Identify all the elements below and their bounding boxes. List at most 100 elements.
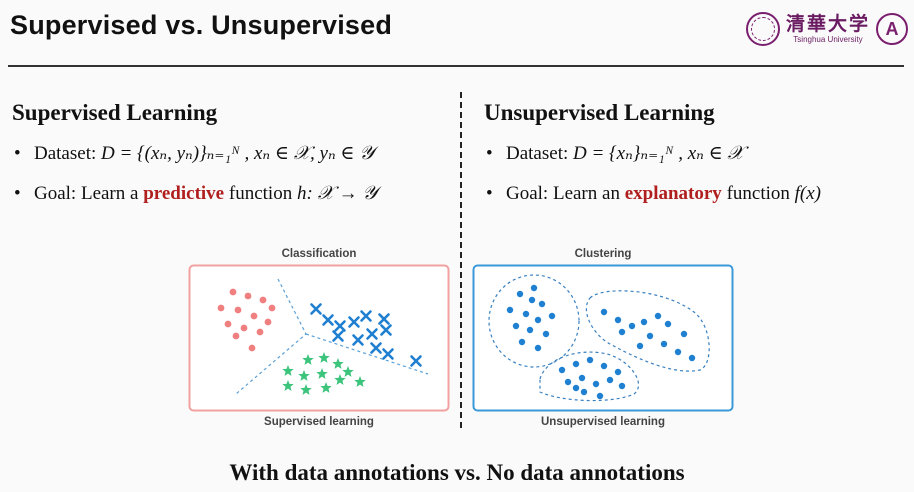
unsupervised-column: Unsupervised Learning Dataset: D = {xₙ}ₙ… bbox=[484, 100, 821, 218]
class-a-dot bbox=[217, 304, 225, 312]
goal-suffix: function bbox=[721, 183, 795, 204]
cluster-point bbox=[596, 392, 604, 400]
class-b-cross bbox=[352, 334, 364, 346]
class-a-dot bbox=[256, 328, 264, 336]
cluster-point bbox=[526, 326, 534, 334]
class-c-star bbox=[354, 376, 366, 387]
unsupervised-bullets: Dataset: D = {xₙ}ₙ₌₁ᴺ , xₙ ∈ 𝒳 Goal: Lea… bbox=[484, 138, 821, 218]
class-c-star bbox=[332, 358, 344, 369]
university-seal-icon bbox=[745, 12, 780, 46]
cluster-point bbox=[660, 340, 668, 348]
cluster-point bbox=[578, 374, 586, 382]
cluster-point bbox=[580, 388, 588, 396]
class-b-crosses bbox=[310, 303, 422, 367]
class-c-star bbox=[342, 366, 354, 377]
dataset-label: Dataset: bbox=[506, 143, 574, 164]
title-rule bbox=[8, 65, 904, 67]
supervised-column: Supervised Learning Dataset: D = {(xₙ, y… bbox=[12, 100, 377, 218]
cluster-point bbox=[606, 376, 614, 384]
class-b-cross bbox=[334, 320, 346, 332]
class-b-cross bbox=[360, 310, 372, 322]
cluster-point bbox=[628, 322, 636, 330]
class-b-cross bbox=[410, 355, 422, 367]
class-b-cross bbox=[382, 348, 394, 360]
class-c-star bbox=[282, 380, 294, 391]
class-a-dot bbox=[240, 324, 248, 332]
class-a-dots bbox=[217, 288, 276, 352]
dataset-label: Dataset: bbox=[34, 143, 102, 164]
unsupervised-heading: Unsupervised Learning bbox=[484, 100, 715, 125]
cluster-boundary-2 bbox=[585, 290, 710, 372]
cluster-point bbox=[564, 378, 572, 386]
unsupervised-dataset-bullet: Dataset: D = {xₙ}ₙ₌₁ᴺ , xₙ ∈ 𝒳 bbox=[484, 138, 821, 178]
class-a-dot bbox=[250, 312, 258, 320]
university-name-en: Tsinghua University bbox=[793, 35, 863, 44]
university-wordmark: 清華大学 Tsinghua University bbox=[786, 13, 870, 45]
class-a-dot bbox=[244, 292, 252, 300]
cluster-point bbox=[592, 380, 600, 388]
cluster-point bbox=[528, 296, 536, 304]
clustering-title: Clustering bbox=[574, 248, 632, 260]
class-a-dot bbox=[259, 296, 267, 304]
classification-caption: Supervised learning bbox=[264, 416, 374, 428]
logo-group: 清華大学 Tsinghua University A bbox=[745, 12, 908, 46]
goal-formula: h: 𝒳 → 𝒴 bbox=[296, 183, 378, 204]
dataset-formula: D = {xₙ}ₙ₌₁ᴺ , xₙ ∈ 𝒳 bbox=[573, 143, 744, 164]
cluster-point bbox=[688, 354, 696, 362]
class-c-star bbox=[318, 352, 330, 363]
cluster-points bbox=[506, 284, 696, 400]
cluster-boundary-1 bbox=[488, 274, 580, 368]
cluster-point bbox=[654, 312, 662, 320]
cluster-point bbox=[548, 312, 556, 320]
cluster-point bbox=[600, 308, 608, 316]
cluster-point bbox=[614, 316, 622, 324]
class-b-cross bbox=[378, 313, 390, 325]
clustering-caption: Unsupervised learning bbox=[541, 416, 665, 428]
class-b-cross bbox=[366, 328, 378, 340]
cluster-point bbox=[664, 320, 672, 328]
class-a-dot bbox=[248, 344, 256, 352]
cluster-point bbox=[542, 330, 550, 338]
cluster-point bbox=[558, 366, 566, 374]
class-a-dot bbox=[268, 304, 276, 312]
classification-figure bbox=[188, 264, 450, 412]
goal-prefix: Goal: Learn a bbox=[34, 183, 144, 204]
goal-suffix: function bbox=[224, 183, 297, 204]
class-b-cross bbox=[322, 314, 334, 326]
cluster-point bbox=[618, 382, 626, 390]
class-a-dot bbox=[232, 332, 240, 340]
class-b-cross bbox=[380, 324, 392, 336]
unsupervised-goal-bullet: Goal: Learn an explanatory function f(x) bbox=[484, 178, 821, 218]
cluster-point bbox=[572, 360, 580, 368]
goal-formula: f(x) bbox=[794, 183, 822, 204]
class-c-star bbox=[282, 365, 294, 376]
dataset-formula: D = {(xₙ, yₙ)}ₙ₌₁ᴺ , xₙ ∈ 𝒳, yₙ ∈ 𝒴 bbox=[101, 143, 375, 164]
cluster-point bbox=[586, 356, 594, 364]
class-c-star bbox=[316, 368, 328, 379]
class-a-dot bbox=[224, 320, 232, 328]
cluster-point bbox=[640, 318, 648, 326]
cluster-point bbox=[512, 322, 520, 330]
goal-highlight: predictive bbox=[143, 183, 225, 204]
clustering-figure bbox=[472, 264, 734, 412]
class-b-cross bbox=[370, 342, 382, 354]
class-c-star bbox=[334, 374, 346, 385]
university-name-cn: 清華大学 bbox=[785, 13, 870, 35]
class-a-dot bbox=[234, 306, 242, 314]
cluster-point bbox=[636, 342, 644, 350]
cluster-boundary-3 bbox=[539, 351, 640, 402]
cluster-point bbox=[530, 284, 538, 292]
supervised-dataset-bullet: Dataset: D = {(xₙ, yₙ)}ₙ₌₁ᴺ , xₙ ∈ 𝒳, yₙ… bbox=[12, 138, 377, 178]
clustering-frame bbox=[472, 264, 734, 412]
cluster-point bbox=[538, 300, 546, 308]
slide-title: Supervised vs. Unsupervised bbox=[10, 10, 393, 40]
class-c-star bbox=[320, 382, 332, 393]
cluster-point bbox=[516, 290, 524, 298]
cluster-point bbox=[618, 328, 626, 336]
cluster-point bbox=[680, 330, 688, 338]
cluster-point bbox=[674, 348, 682, 356]
cluster-point bbox=[518, 338, 526, 346]
cluster-point bbox=[646, 332, 654, 340]
cluster-point bbox=[600, 362, 608, 370]
goal-prefix: Goal: Learn an bbox=[506, 183, 625, 204]
